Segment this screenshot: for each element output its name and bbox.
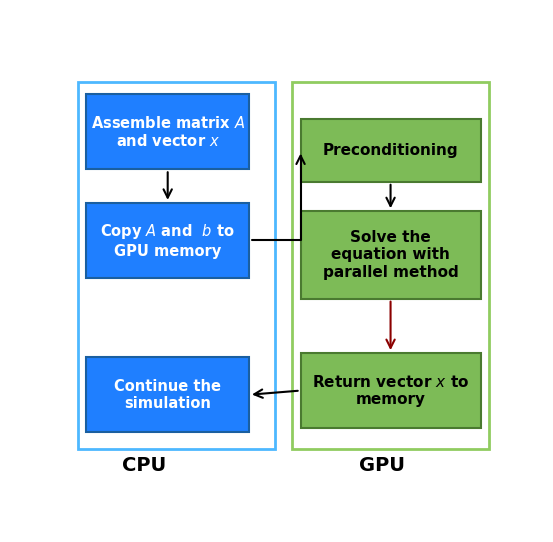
- Bar: [301, 353, 481, 428]
- Bar: [77, 82, 275, 449]
- Text: Copy $A$ and  $b$ to
GPU memory: Copy $A$ and $b$ to GPU memory: [100, 222, 235, 259]
- Bar: [301, 119, 481, 182]
- Text: CPU: CPU: [122, 456, 166, 475]
- Bar: [301, 211, 481, 299]
- Text: GPU: GPU: [359, 456, 405, 475]
- Bar: [86, 357, 249, 433]
- Text: Solve the
equation with
parallel method: Solve the equation with parallel method: [323, 230, 458, 280]
- Text: Return vector $x$ to
memory: Return vector $x$ to memory: [312, 374, 469, 407]
- Bar: [86, 94, 249, 169]
- Bar: [292, 82, 489, 449]
- Text: Continue the
simulation: Continue the simulation: [114, 378, 221, 411]
- Text: Assemble matrix $A$
and vector $x$: Assemble matrix $A$ and vector $x$: [91, 114, 245, 149]
- Bar: [86, 203, 249, 278]
- Text: Preconditioning: Preconditioning: [323, 143, 458, 158]
